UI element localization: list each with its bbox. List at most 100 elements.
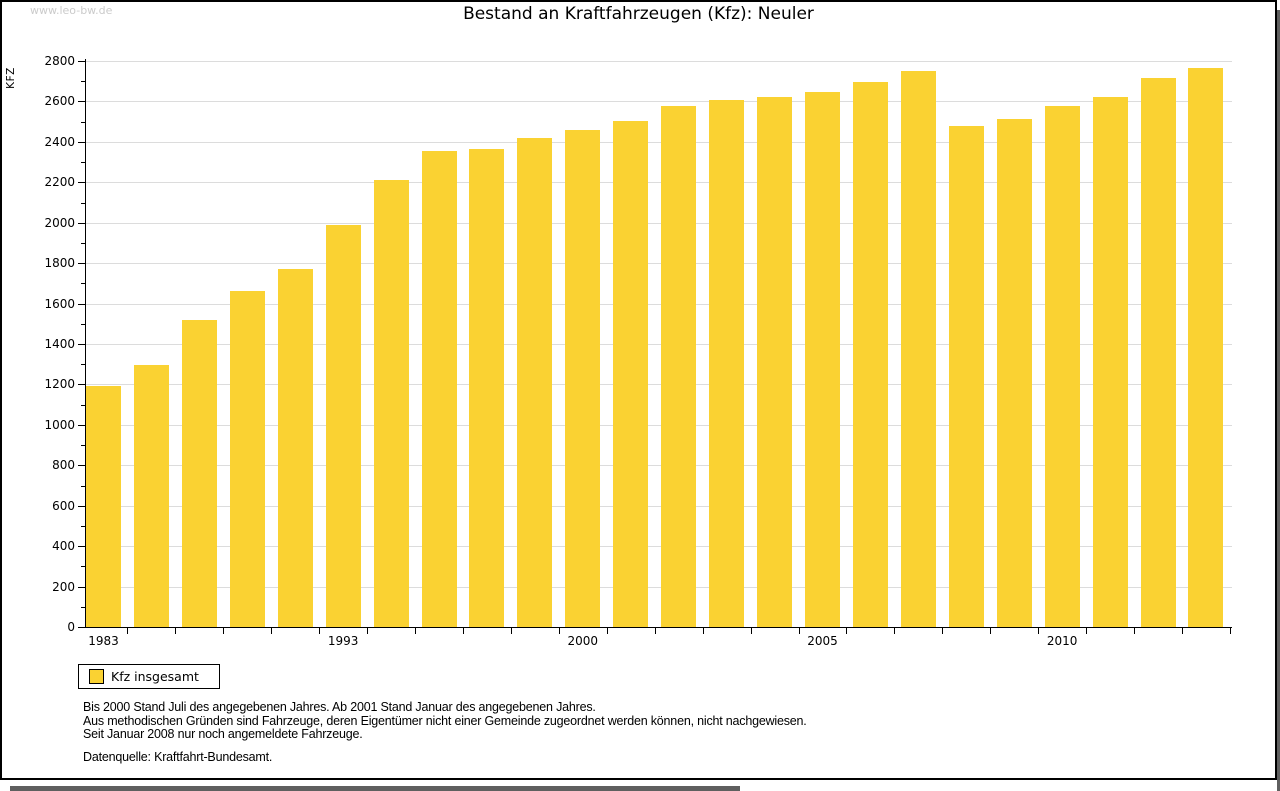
y-tick-label: 600 <box>52 498 75 513</box>
x-tick-label-1983: 1983 <box>88 634 119 648</box>
bar-1985 <box>133 365 169 627</box>
page-shadow-right <box>1277 10 1280 791</box>
x-tick <box>415 627 416 634</box>
x-tick <box>654 627 656 634</box>
y-minor-tick <box>81 162 85 164</box>
y-tick-label: 400 <box>52 539 75 554</box>
y-minor-tick <box>81 445 85 447</box>
x-tick <box>510 627 512 634</box>
y-major-tick <box>78 303 85 305</box>
y-minor-tick <box>81 283 85 285</box>
x-tick <box>127 627 129 634</box>
y-major-tick <box>78 182 85 184</box>
gridline <box>86 303 1232 305</box>
bar-2003 <box>709 100 745 627</box>
x-tick <box>990 627 992 634</box>
y-axis-line <box>85 59 86 628</box>
gridline <box>86 182 1232 184</box>
y-axis-title: KFZ <box>5 67 17 89</box>
x-tick <box>558 627 560 634</box>
y-tick-label: 1800 <box>44 256 75 271</box>
bar-1983 <box>86 386 121 627</box>
y-tick-label: 1600 <box>44 296 75 311</box>
gridline <box>86 465 1232 467</box>
y-minor-tick <box>81 242 85 244</box>
y-major-tick <box>78 546 85 548</box>
gridline <box>86 263 1232 265</box>
x-tick-label-2000: 2000 <box>567 634 599 648</box>
y-major-tick <box>78 141 85 143</box>
bar-1993 <box>325 224 361 627</box>
bar-1987 <box>181 319 217 627</box>
y-tick-label: 200 <box>52 579 75 594</box>
y-minor-tick <box>81 323 85 325</box>
bar-1999 <box>517 137 553 627</box>
y-tick-label: 1000 <box>44 417 75 432</box>
gridline <box>86 141 1232 143</box>
data-source: Datenquelle: Kraftfahrt-Bundesamt. <box>83 750 273 764</box>
y-minor-tick <box>81 81 85 83</box>
x-tick-label-2005: 2005 <box>807 634 838 648</box>
x-tick <box>606 627 608 634</box>
y-tick-label: 0 <box>67 620 75 634</box>
x-tick <box>798 627 800 634</box>
x-tick <box>1181 627 1183 634</box>
y-minor-tick <box>81 121 85 123</box>
y-major-tick <box>78 505 85 507</box>
gridline <box>86 586 1232 588</box>
bar-2009 <box>996 118 1032 627</box>
gridline <box>86 344 1232 345</box>
y-tick-label: 2200 <box>44 175 75 190</box>
footnote-line-3: Seit Januar 2008 nur noch angemeldete Fa… <box>83 727 363 741</box>
bar-2013 <box>1188 68 1224 627</box>
y-minor-tick <box>81 606 85 608</box>
y-minor-tick <box>81 485 85 487</box>
gridline <box>86 424 1232 426</box>
y-tick-label: 1200 <box>44 377 75 392</box>
bar-2011 <box>1092 97 1128 627</box>
bar-2006 <box>852 82 888 627</box>
gridline <box>86 61 1232 62</box>
bar-2008 <box>948 125 984 627</box>
y-tick-label: 2400 <box>44 134 75 149</box>
legend-color-swatch <box>89 669 104 684</box>
legend: Kfz insgesamt <box>78 664 220 689</box>
bar-2001 <box>613 120 649 627</box>
page-shadow-bottom <box>10 786 740 791</box>
y-minor-tick <box>81 525 85 527</box>
footnote-line-1: Bis 2000 Stand Juli des angegebenen Jahr… <box>83 700 596 714</box>
y-major-tick <box>78 61 85 62</box>
x-tick <box>271 627 273 634</box>
x-tick <box>1038 627 1040 634</box>
bar-1989 <box>229 291 265 627</box>
x-tick <box>367 627 369 634</box>
x-tick <box>462 627 464 634</box>
gridline <box>86 546 1232 548</box>
y-major-tick <box>78 384 85 386</box>
x-tick <box>702 627 704 634</box>
y-tick-label: 2000 <box>44 215 75 230</box>
bar-2004 <box>757 97 792 627</box>
bar-2002 <box>661 105 697 627</box>
bar-2010 <box>1044 105 1080 627</box>
y-major-tick <box>78 424 85 426</box>
x-axis-line <box>85 627 1232 628</box>
x-tick <box>223 627 225 634</box>
y-major-tick <box>78 222 85 224</box>
y-minor-tick <box>81 566 85 568</box>
bar-2007 <box>900 71 936 627</box>
bar-2000 <box>565 129 601 627</box>
bar-1998 <box>469 148 505 627</box>
y-major-tick <box>78 101 85 103</box>
y-minor-tick <box>81 202 85 204</box>
x-tick <box>846 627 848 634</box>
gridline <box>86 505 1232 507</box>
x-tick <box>175 627 177 634</box>
x-tick-label-1993: 1993 <box>327 634 359 648</box>
y-tick-label: 1400 <box>44 337 75 351</box>
x-tick <box>319 627 321 634</box>
gridline <box>86 222 1232 224</box>
gridline <box>86 101 1232 103</box>
bar-2005 <box>805 92 840 627</box>
